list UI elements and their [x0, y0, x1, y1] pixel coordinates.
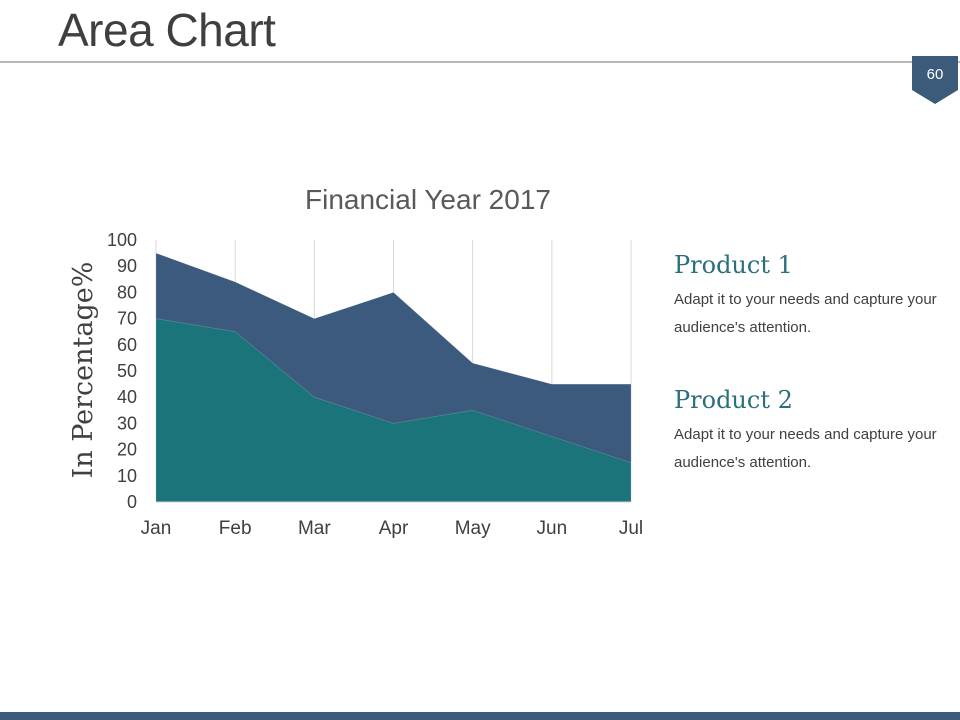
y-tick-label-60: 60: [117, 335, 137, 355]
chart-title: Financial Year 2017: [305, 184, 551, 215]
x-tick-label-jun: Jun: [537, 518, 568, 539]
x-tick-label-apr: Apr: [379, 518, 409, 539]
legend-product-2-description: Adapt it to your needs and capture your …: [674, 426, 937, 471]
title-divider: [0, 61, 960, 63]
slide-title: Area Chart: [58, 4, 276, 56]
y-tick-label-50: 50: [117, 361, 137, 381]
legend-product-1: Product 1 Adapt it to your needs and cap…: [674, 250, 944, 342]
y-tick-label-20: 20: [117, 440, 137, 460]
x-tick-label-mar: Mar: [298, 518, 331, 539]
chart-areas: [155, 252, 632, 503]
y-tick-label-40: 40: [117, 387, 137, 407]
legend-product-2-title: Product 2: [674, 386, 793, 414]
x-tick-label-feb: Feb: [219, 518, 252, 539]
y-axis-ticks: 0 10 20 30 40 50 60 70 80 90 100: [107, 230, 137, 512]
y-tick-label-80: 80: [117, 282, 137, 302]
y-tick-label-10: 10: [117, 466, 137, 486]
legend-product-1-title: Product 1: [674, 251, 793, 279]
y-tick-label-70: 70: [117, 309, 137, 329]
x-tick-label-may: May: [455, 518, 491, 539]
legend-product-2: Product 2 Adapt it to your needs and cap…: [674, 385, 944, 477]
page-number-badge: [912, 56, 958, 104]
x-tick-label-jan: Jan: [141, 518, 172, 539]
page-number: 60: [926, 66, 944, 83]
y-tick-label-90: 90: [117, 256, 137, 276]
x-tick-label-jul: Jul: [619, 518, 643, 539]
y-tick-label-100: 100: [107, 230, 137, 250]
y-axis-label: In Percentage%: [68, 262, 99, 479]
footer-bar: [0, 712, 960, 720]
y-tick-label-0: 0: [127, 492, 137, 512]
y-tick-label-30: 30: [117, 413, 137, 433]
x-axis-ticks: Jan Feb Mar Apr May Jun Jul: [141, 518, 643, 539]
legend-product-1-description: Adapt it to your needs and capture your …: [674, 291, 937, 336]
